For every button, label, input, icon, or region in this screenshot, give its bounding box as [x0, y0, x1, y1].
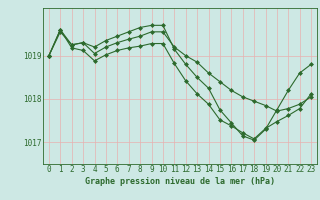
X-axis label: Graphe pression niveau de la mer (hPa): Graphe pression niveau de la mer (hPa) [85, 177, 275, 186]
